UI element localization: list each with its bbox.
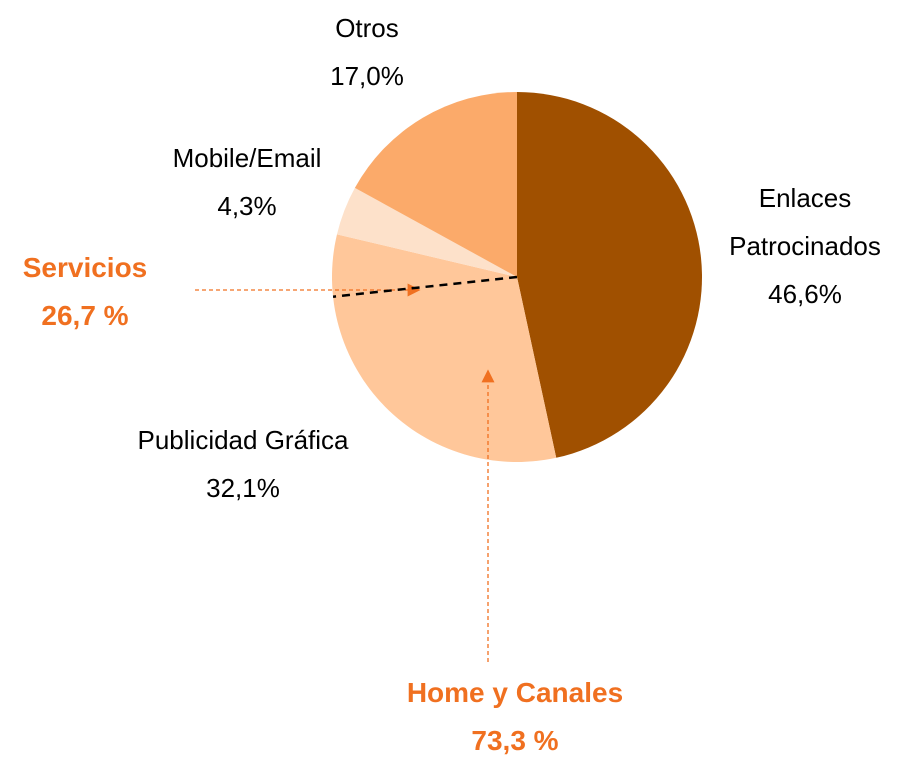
slice-label: Publicidad Gráfica 32,1%	[93, 416, 393, 512]
category-name: Otros	[335, 13, 399, 43]
slice-label: Home y Canales 73,3 %	[365, 669, 665, 762]
slice-label: Enlaces Patrocinados 46,6%	[705, 174, 905, 318]
category-name: Enlaces Patrocinados	[729, 183, 881, 261]
value-label: 32,1%	[206, 473, 280, 503]
category-name: Mobile/Email	[172, 143, 322, 173]
group-name: Home y Canales	[406, 677, 624, 708]
pie-slice	[517, 92, 703, 458]
group-value: 73,3 %	[471, 725, 559, 756]
slice-label: Servicios 26,7 %	[0, 244, 185, 340]
group-value: 26,7 %	[41, 300, 129, 331]
value-label: 46,6%	[768, 279, 842, 309]
pie-slice	[336, 187, 517, 277]
value-label: 17,0%	[330, 61, 404, 91]
group-divider	[332, 275, 518, 298]
slice-label: Mobile/Email 4,3%	[117, 134, 377, 230]
group-name: Servicios	[22, 252, 148, 283]
slice-label: Otros 17,0%	[247, 4, 487, 100]
pie-slice	[354, 92, 517, 277]
category-name: Publicidad Gráfica	[137, 425, 349, 455]
value-label: 4,3%	[217, 191, 277, 221]
